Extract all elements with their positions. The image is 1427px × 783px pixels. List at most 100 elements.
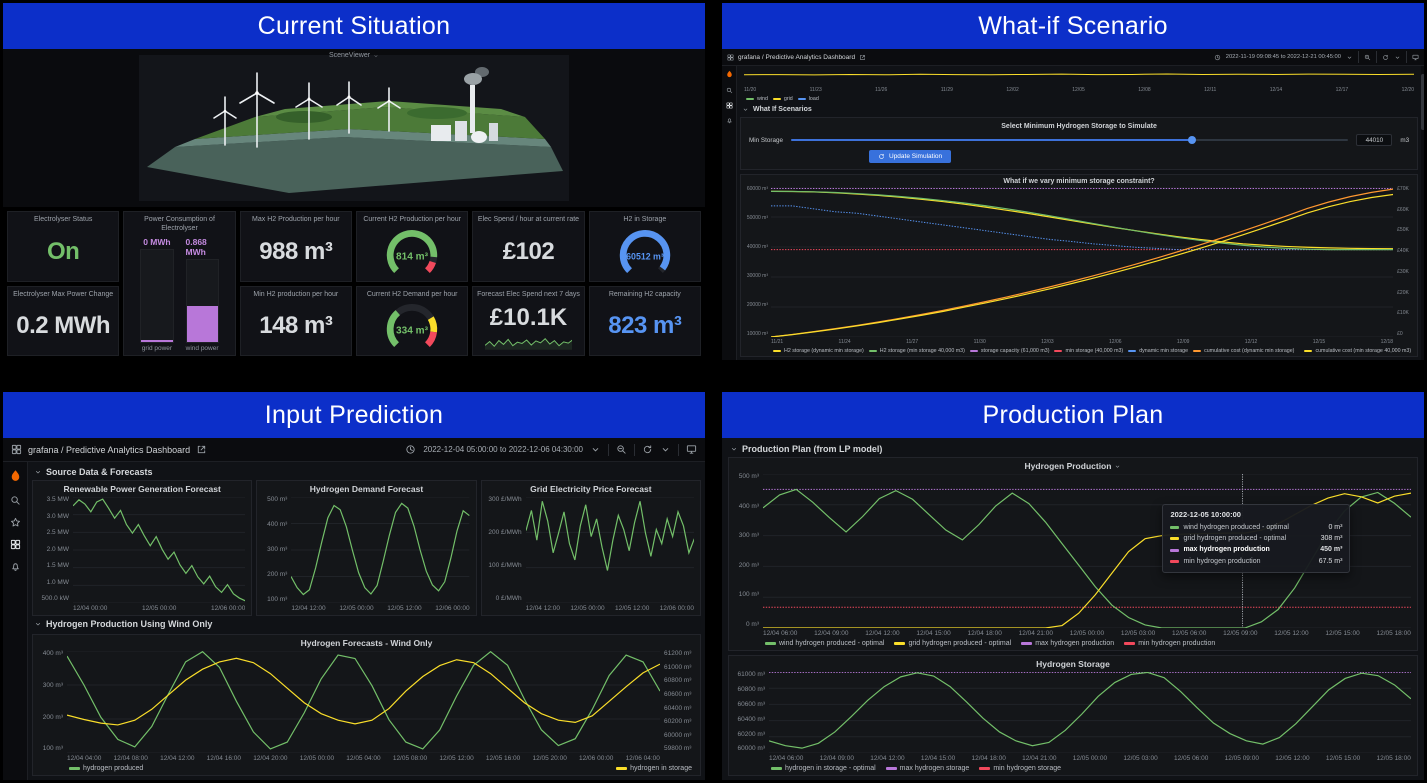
search-icon[interactable] [726,87,733,94]
dashboards-icon[interactable] [726,102,733,109]
share-icon[interactable] [859,54,866,61]
x-tick-label: 12/04 00:00 [73,605,108,612]
legend-item[interactable]: cumulative cost (dynamic min storage) [1193,348,1294,354]
chart-plot[interactable] [484,334,573,350]
quadrant-what-if-scenario: What-if Scenario grafana / Predictive An… [722,3,1424,360]
price-forecast-chart[interactable]: 300 £/MWh 200 £/MWh 100 £/MWh 0 £/MWh 12/04 … [482,495,700,615]
button-label: Update Simulation [889,153,943,160]
chevron-down-icon[interactable] [1394,54,1401,61]
x-tick-label: 12/05 12:00 [1275,755,1310,762]
legend-item[interactable]: storage capacity (61,000 m3) [969,348,1049,354]
legend-item[interactable]: dynamic min storage [1128,348,1188,354]
overview-strip-chart[interactable]: 11/20 11/23 11/26 11/29 12/02 12/05 12/08 12/11… [740,68,1418,104]
refresh-icon[interactable] [1382,54,1389,61]
legend-item[interactable]: min hydrogen production [1124,640,1215,647]
what-if-chart[interactable]: 60000 m³ 50000 m³ 40000 m³ 30000 m³ 20000 m³… [741,186,1417,356]
legend-item[interactable]: wind hydrogen produced - optimal [765,640,884,647]
legend-item[interactable]: hydrogen in storage [616,765,692,772]
grafana-logo-icon[interactable] [8,469,23,484]
zoom-out-icon[interactable] [1364,54,1371,61]
y-tick-label: 60800 m³ [737,685,765,693]
chart-plot[interactable] [771,187,1393,337]
banner-production-plan: Production Plan [722,392,1424,438]
legend-item[interactable]: max hydrogen production [1021,640,1114,647]
legend-item[interactable]: min hydrogen storage [979,765,1061,772]
tooltip-timestamp: 2022-12-05 10:00:00 [1170,510,1241,520]
panel-min-storage-simulate: Select Minimum Hydrogen Storage to Simul… [740,117,1419,170]
scrollbar-thumb[interactable] [1421,74,1424,130]
section-hydrogen-wind-only[interactable]: Hydrogen Production Using Wind Only [32,616,701,632]
clock-icon[interactable] [405,444,416,455]
panel-title[interactable]: Renewable Power Generation Forecast [63,484,221,494]
search-icon[interactable] [10,495,21,506]
series-swatch [772,98,781,100]
section-production-plan[interactable]: Production Plan (from LP model) [728,441,1418,457]
clock-icon[interactable] [1214,54,1221,61]
y-tick-label: 500.0 kW [41,595,69,603]
min-storage-slider[interactable] [790,136,1349,145]
breadcrumb[interactable]: grafana / Predictive Analytics Dashboard [28,444,191,455]
time-range[interactable]: 2022-11-19 09:08:45 to 2022-12-21 00:45:… [1225,54,1341,60]
section-what-if-scenarios[interactable]: What If Scenarios [740,104,1418,115]
legend-item[interactable]: grid [772,96,793,102]
legend-item[interactable]: max hydrogen storage [885,765,969,772]
legend-item[interactable]: cumulative cost (min storage 40,000 m3) [1304,348,1411,354]
legend-item[interactable]: wind [746,96,768,102]
panel-title[interactable]: Hydrogen Production [729,458,1417,472]
legend-item[interactable]: grid hydrogen produced - optimal [894,640,1011,647]
time-range[interactable]: 2022-12-04 05:00:00 to 2022-12-06 04:30:… [423,445,583,454]
breadcrumb[interactable]: grafana / Predictive Analytics Dashboard [738,53,856,61]
min-storage-value-input[interactable]: 44010 [1356,134,1393,146]
hydrogen-storage-chart[interactable]: 61000 m³ 60800 m³ 60600 m³ 60400 m³ 60200 m³… [729,670,1417,775]
renewable-forecast-chart[interactable]: 3.5 MW 3.0 MW 2.5 MW 2.0 MW 1.5 MW 1.0 MW 500.… [33,495,251,615]
share-icon[interactable] [196,444,207,455]
star-icon[interactable] [10,517,21,528]
grafana-logo-icon[interactable] [725,70,734,79]
chart-plot[interactable] [526,497,694,603]
panel-title[interactable]: Hydrogen Storage [1036,659,1110,669]
legend-item[interactable]: min storage (40,000 m3) [1054,348,1123,354]
chart-plot[interactable] [67,651,660,753]
legend-item[interactable]: H2 storage (min storage 40,000 m3) [868,348,965,354]
chart-plot[interactable] [73,497,245,603]
zoom-out-icon[interactable] [616,444,627,455]
legend-item[interactable]: hydrogen produced [69,765,143,772]
wind-only-chart[interactable]: 400 m³ 300 m³ 200 m³ 100 m³ 61200 m³ 61000 m³… [33,649,700,775]
chart-plot[interactable] [744,69,1414,85]
demand-forecast-chart[interactable]: 500 m³ 400 m³ 300 m³ 200 m³ 100 m³ 12/04 12:0… [257,495,475,615]
dashboards-icon[interactable] [10,539,21,550]
scrollbar[interactable] [1421,66,1424,360]
chevron-down-icon[interactable] [660,444,671,455]
bell-icon[interactable] [10,561,21,572]
legend-item[interactable]: H2 storage (dynamic min storage) [773,348,864,354]
series-swatch [885,767,897,770]
scene-viewer-panel[interactable]: SceneViewer [3,49,705,207]
chart-plot[interactable] [769,672,1411,753]
dashboard-grid-icon[interactable] [727,54,734,61]
x-tick-label: 11/24 [838,339,851,345]
chevron-down-icon [34,620,42,628]
slider-handle[interactable] [1188,136,1197,144]
tv-mode-icon[interactable] [1412,54,1419,61]
scene-viewer-title[interactable]: SceneViewer [329,52,379,59]
tv-mode-icon[interactable] [686,444,697,455]
chart-plot[interactable] [291,497,469,603]
bell-icon[interactable] [726,117,733,124]
update-simulation-button[interactable]: Update Simulation [869,150,952,163]
panel-title[interactable]: Hydrogen Demand Forecast [309,484,424,494]
panel-title[interactable]: Grid Electricity Price Forecast [530,484,652,494]
dashboard-grid-icon[interactable] [11,444,22,455]
stat-electrolyser-status: Electrolyser Status On [7,211,120,282]
section-source-data-forecasts[interactable]: Source Data & Forecasts [32,464,701,480]
refresh-icon[interactable] [642,444,653,455]
x-tick-label: 12/05 00:00 [570,605,605,612]
x-tick-label: 12/06 04:00 [625,755,660,762]
chevron-down-icon[interactable] [1346,54,1353,61]
series-swatch [1124,642,1136,645]
x-tick-label: 12/05 15:00 [1325,755,1361,762]
chevron-down-icon[interactable] [590,444,601,455]
legend-item[interactable]: load [797,96,819,102]
panel-title[interactable]: Hydrogen Forecasts - Wind Only [300,638,433,648]
legend-item[interactable]: hydrogen in storage - optimal [771,765,876,772]
panel-title[interactable]: What if we vary minimum storage constrai… [1003,178,1155,185]
